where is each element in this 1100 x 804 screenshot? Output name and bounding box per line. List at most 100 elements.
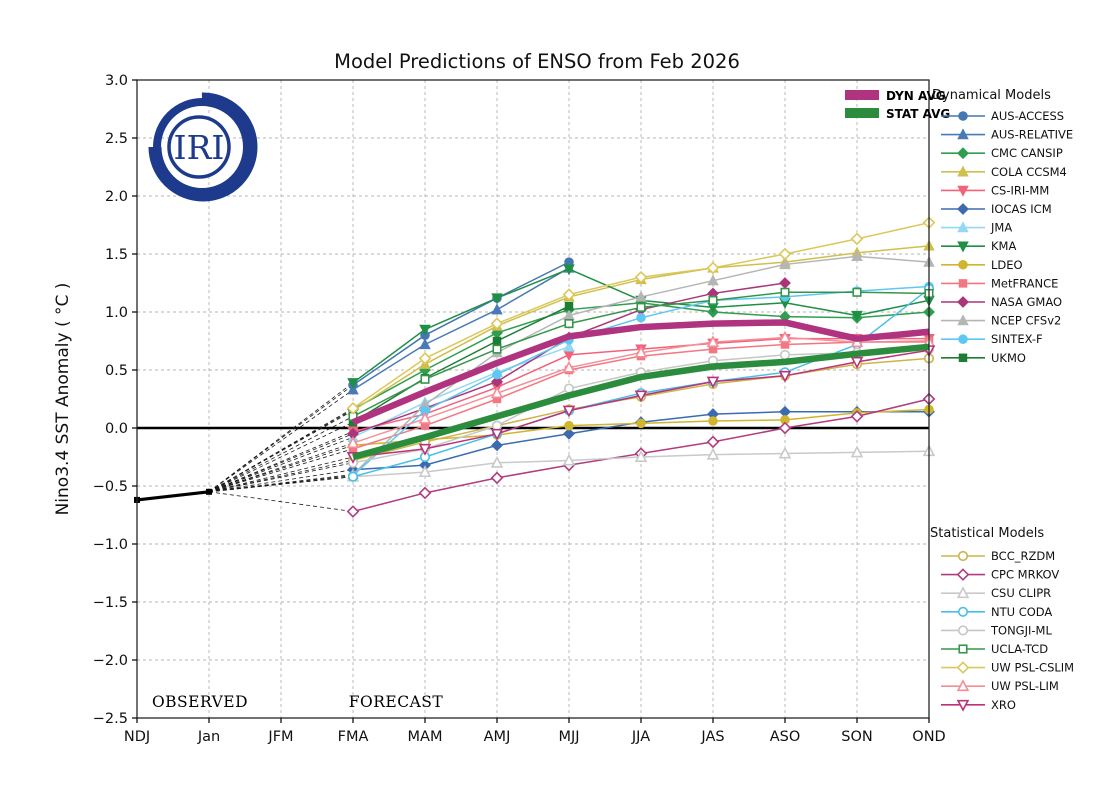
legend-item-ldeo: LDEO (941, 258, 1023, 272)
x-tick-label: JAS (700, 729, 724, 745)
observed-line (136, 490, 210, 502)
kma-marker (419, 324, 431, 336)
y-tick-label: 3.0 (105, 73, 128, 89)
dynamical-models-legend-header: Dynamical Models (932, 88, 1051, 103)
jma-marker (563, 340, 575, 352)
chart-layer: NDJ Jan JFM FMA MAM AMJ MJJ JJA JAS ASO SON OND −2.5… (93, 73, 946, 745)
ldeo-marker (564, 420, 574, 431)
legend-marker-circle-icon (958, 334, 968, 344)
csu-clipr-marker (778, 446, 792, 459)
ucla-tcd-marker (492, 344, 502, 354)
xro-marker (490, 428, 504, 441)
uw-psl-lim-marker (346, 436, 360, 449)
legend-item-xro: XRO (941, 698, 1016, 712)
statistical-models-legend: BCC_RZDM CPC MRKOV CSU CLIPR NTU CODA TONGJI… (941, 549, 1074, 712)
observed-to-forecast-connector (208, 476, 354, 493)
uw-psl-cslim-marker (346, 401, 360, 415)
y-tick-label: 1.0 (105, 305, 128, 321)
legend-label: CS-IRI-MM (991, 183, 1049, 197)
legend-label: XRO (991, 698, 1016, 712)
uw-psl-cslim-marker (850, 232, 864, 246)
uw-psl-cslim-marker (490, 317, 504, 330)
kma-marker (563, 264, 575, 276)
legend-label: SINTEX-F (991, 332, 1043, 346)
cpc-mrkov-marker (490, 471, 504, 485)
observed-to-forecast-connector (208, 456, 354, 493)
series-aus-access-line (352, 261, 570, 386)
legend-label: AUS-RELATIVE (991, 128, 1073, 142)
legend-item-ntu-coda: NTU CODA (941, 605, 1052, 619)
legend-label: NTU CODA (991, 605, 1052, 619)
x-tick-label: JFM (267, 729, 293, 745)
uw-psl-cslim-marker (562, 288, 576, 301)
legend-marker-triangle-up-icon (957, 165, 969, 177)
legend-label: CSU CLIPR (991, 586, 1051, 600)
legend-marker-diamond-icon (957, 296, 969, 308)
series-aus-relative-line (352, 267, 570, 391)
tongji-ml-marker (491, 420, 503, 431)
y-tick-label: 0.0 (105, 421, 128, 437)
legend-item-metfrance: MetFRANCE (941, 276, 1058, 290)
y-tick-label: −2.0 (93, 653, 128, 669)
legend-label: CMC CANSIP (991, 146, 1063, 160)
series-stat-avg-line (352, 343, 930, 461)
ukmo-marker (564, 301, 574, 311)
chart-title: Model Predictions of ENSO from Feb 2026 (334, 50, 740, 73)
legend-item-bcc-rzdm: BCC_RZDM (941, 549, 1055, 563)
x-tick-label: NDJ (124, 729, 150, 745)
series-dyn-avg-line (351, 319, 930, 426)
legend-marker-square-icon (958, 644, 968, 654)
observed-to-forecast-connector (208, 382, 354, 493)
observed-to-forecast-connector (208, 431, 354, 493)
cpc-mrkov-marker (778, 421, 792, 435)
uw-psl-lim-marker (490, 386, 504, 399)
observed-to-forecast-connector (208, 462, 354, 493)
x-tick-label: ASO (770, 729, 801, 745)
legend-item-ucla-tcd: UCLA-TCD (941, 642, 1048, 656)
legend-marker-diamond-icon (956, 661, 970, 674)
aus-relative-marker (491, 303, 503, 315)
observed-to-forecast-connector (208, 436, 354, 493)
series-ukmo-line (352, 305, 570, 423)
ukmo-marker (492, 336, 502, 346)
ucla-tcd-marker (708, 295, 718, 305)
dynamical-models-legend: AUS-ACCESS AUS-RELATIVE CMC CANSIP COLA CCS… (941, 109, 1073, 365)
kma-marker (851, 310, 863, 322)
x-tick-label: MAM (408, 729, 443, 745)
sintex-f-marker (492, 369, 502, 380)
cpc-mrkov-marker (418, 486, 432, 500)
stat-avg-label: STAT AVG (886, 107, 950, 121)
legend-item-cmc-cansip: CMC CANSIP (941, 146, 1063, 160)
ncep-cfsv2-marker (635, 290, 647, 302)
x-tick-label: JJA (631, 729, 650, 745)
legend-item-csu-clipr: CSU CLIPR (941, 586, 1051, 600)
iocas-icm-marker (563, 427, 575, 440)
xro-marker (562, 405, 576, 418)
uw-psl-lim-marker (706, 335, 720, 348)
uw-psl-cslim-marker (778, 247, 792, 261)
observed-to-forecast-connector (208, 421, 354, 493)
legend-label: BCC_RZDM (991, 549, 1055, 563)
legend-item-tongji-ml: TONGJI-ML (941, 623, 1052, 637)
uw-psl-cslim-marker (634, 270, 648, 284)
ldeo-marker (636, 418, 646, 429)
legend-item-cpc-mrkov: CPC MRKOV (941, 568, 1059, 582)
uw-psl-cslim-marker (706, 261, 720, 275)
aus-relative-marker (419, 338, 431, 350)
csu-clipr-marker (490, 455, 504, 468)
ntu-coda-marker (347, 471, 359, 482)
xro-marker (706, 376, 720, 389)
observed-to-forecast-connector (208, 491, 354, 512)
y-tick-label: −1.0 (93, 537, 128, 553)
legend-label: NCEP CFSv2 (991, 314, 1061, 328)
legend-marker-circle-icon (958, 260, 968, 270)
aus-relative-marker (347, 383, 359, 395)
y-tick-label: −1.5 (93, 595, 128, 611)
legend-marker-circle-icon (957, 625, 969, 636)
csu-clipr-marker (634, 450, 648, 462)
legend-label: NASA GMAO (991, 295, 1062, 309)
ncep-cfsv2-marker (707, 274, 719, 286)
xro-marker (778, 370, 792, 383)
x-tick-label: MJJ (558, 729, 579, 745)
legend-label: IOCAS ICM (991, 202, 1052, 216)
